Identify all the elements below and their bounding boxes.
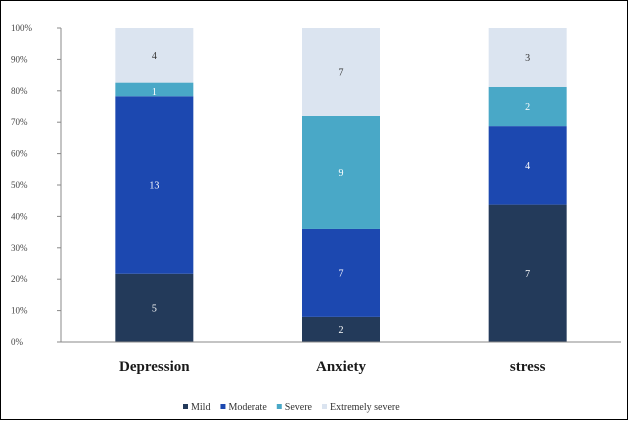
bar-stack-depression: 5 13 1 4 <box>115 28 194 342</box>
bar-segment-stress-severe <box>488 86 567 127</box>
y-axis: 0% 10% 20% 30% 40% 50% 60% 70% 80% 90% 100% <box>11 23 62 347</box>
data-label: 5 <box>152 303 157 314</box>
legend: Mild Moderate Severe Extremely severe <box>183 402 400 413</box>
bar-segment-stress-moderate <box>488 126 567 205</box>
data-label: 4 <box>152 51 157 62</box>
y-tick-label: 10% <box>11 306 28 316</box>
y-tick-label: 30% <box>11 243 28 253</box>
y-tick-label: 20% <box>11 274 28 284</box>
legend-item-mild: Mild <box>183 402 210 413</box>
data-label: 7 <box>339 67 344 78</box>
bars: 5 13 1 4 2 7 9 7 7 4 2 3 <box>115 28 567 342</box>
legend-item-extremely-severe: Extremely severe <box>322 402 400 413</box>
bar-segment-anxiety-mild <box>302 316 380 342</box>
legend-label: Severe <box>285 402 313 413</box>
x-axis: Depression Anxiety stress <box>61 341 621 375</box>
bar-segment-anxiety-severe <box>302 115 380 229</box>
bar-segment-anxiety-extremely-severe <box>302 28 380 116</box>
legend-swatch <box>220 404 226 409</box>
legend-label: Mild <box>191 402 210 413</box>
data-label: 13 <box>149 181 159 192</box>
y-tick-label: 90% <box>11 54 28 64</box>
bar-segment-stress-extremely-severe <box>488 28 567 87</box>
data-label: 9 <box>339 168 344 179</box>
y-tick-label: 70% <box>11 117 28 127</box>
x-tick-label: Anxiety <box>316 359 366 375</box>
x-tick-label: Depression <box>119 359 190 375</box>
y-tick-label: 60% <box>11 149 28 159</box>
y-tick-label: 50% <box>11 180 28 190</box>
data-label: 2 <box>525 102 530 113</box>
legend-swatch <box>276 404 282 409</box>
x-tick-label: stress <box>510 359 546 375</box>
legend-label: Extremely severe <box>330 402 400 413</box>
legend-item-severe: Severe <box>276 402 313 413</box>
bar-segment-depression-severe <box>115 82 194 97</box>
data-label: 1 <box>152 87 157 98</box>
bar-segment-depression-mild <box>115 273 194 342</box>
legend-swatch <box>183 404 188 409</box>
data-label: 7 <box>339 268 344 279</box>
legend-label: Moderate <box>228 402 267 413</box>
y-tick-label: 100% <box>11 23 33 33</box>
bar-segment-anxiety-moderate <box>302 228 380 317</box>
y-tick-label: 0% <box>11 337 24 347</box>
legend-swatch <box>322 404 327 409</box>
data-label: 3 <box>525 53 530 64</box>
y-tick-label: 40% <box>11 211 28 221</box>
bar-segment-depression-extremely-severe <box>115 28 194 83</box>
bar-stack-anxiety: 2 7 9 7 <box>302 28 380 342</box>
data-label: 4 <box>525 161 530 172</box>
data-label: 7 <box>525 269 530 280</box>
legend-item-moderate: Moderate <box>220 402 267 413</box>
bar-stack-stress: 7 4 2 3 <box>488 28 567 342</box>
bar-segment-stress-mild <box>488 204 567 342</box>
bar-segment-depression-moderate <box>115 96 194 274</box>
data-label: 2 <box>339 325 344 336</box>
y-tick-label: 80% <box>11 86 28 96</box>
